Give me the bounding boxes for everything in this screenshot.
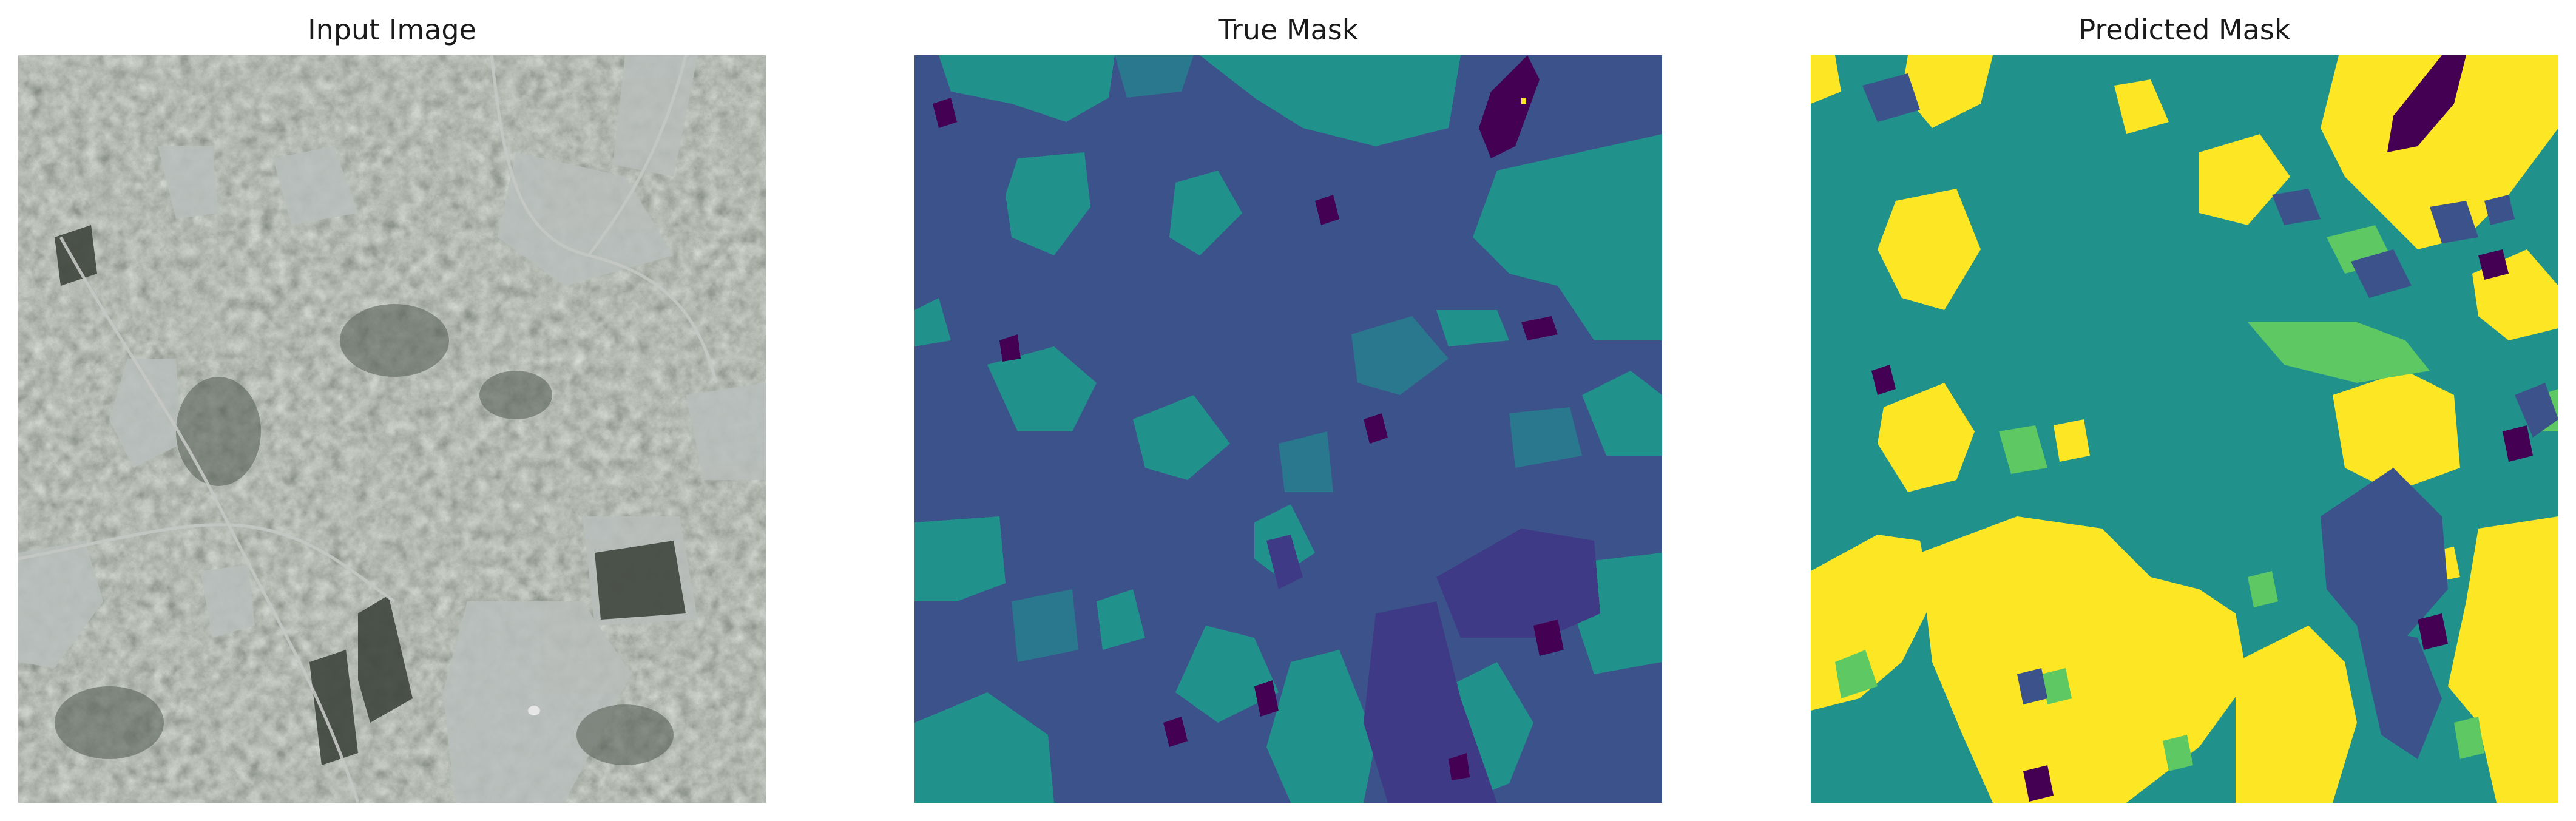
true-mask-image <box>914 55 1662 803</box>
true-mask-title: True Mask <box>1218 13 1359 46</box>
input-image <box>18 55 766 803</box>
predicted-mask-title: Predicted Mask <box>2078 13 2291 46</box>
predicted-mask-image <box>1811 55 2558 803</box>
input-image-title: Input Image <box>308 13 476 46</box>
input-image-panel: Input Image <box>18 0 766 821</box>
true-mask-panel: True Mask <box>914 0 1662 821</box>
predicted-mask-panel: Predicted Mask <box>1811 0 2558 821</box>
